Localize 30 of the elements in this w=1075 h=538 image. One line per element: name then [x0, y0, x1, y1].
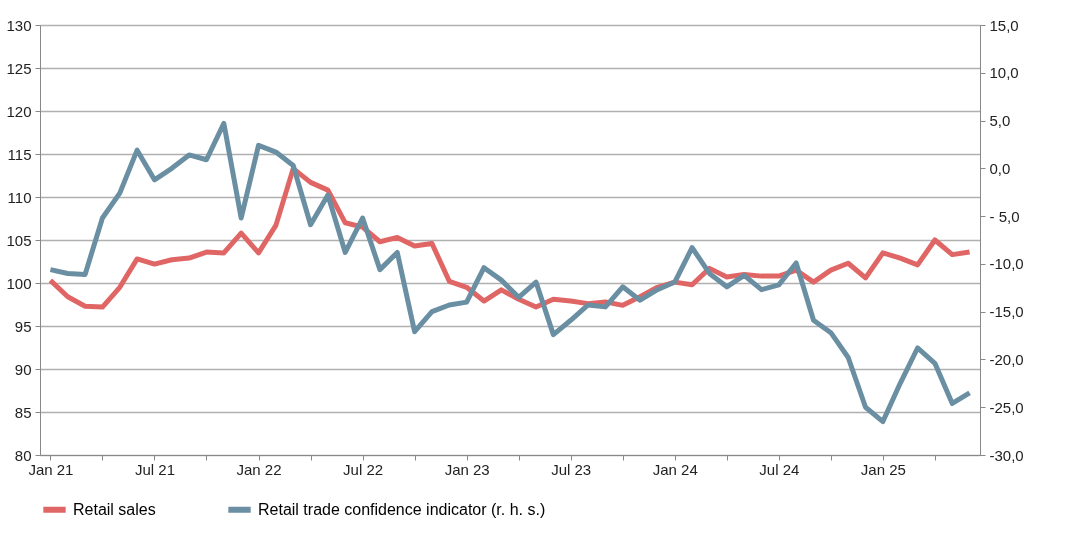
y-tick-label: 110 — [7, 188, 32, 206]
x-tick-label: Jan 24 — [652, 460, 698, 478]
x-tick-label: Jan 22 — [236, 460, 282, 478]
y2-tick-label: 0,0 — [989, 159, 1011, 177]
y-tick-label: 130 — [6, 16, 32, 34]
x-tick-label: Jan 25 — [860, 460, 906, 478]
x-tick-label: Jul 23 — [551, 460, 592, 478]
y-tick-label: 100 — [6, 274, 32, 292]
x-tick-label: Jan 23 — [444, 460, 490, 478]
x-tick-label: Jul 22 — [343, 460, 384, 478]
y-tick-label: 120 — [6, 102, 32, 120]
legend-label: Retail sales — [73, 500, 156, 518]
y-tick-label: 85 — [14, 403, 32, 421]
x-tick-label: Jul 21 — [134, 460, 175, 478]
y2-tick-label: 15,0 — [989, 16, 1019, 34]
y-tick-label: 105 — [6, 231, 32, 249]
y-tick-label: 125 — [6, 59, 32, 77]
y-tick-label: 95 — [14, 317, 32, 335]
y2-tick-label: -10,0 — [989, 255, 1024, 273]
legend-label: Retail trade confidence indicator (r. h. s.) — [258, 500, 546, 518]
y-tick-label: 115 — [7, 145, 32, 163]
y2-tick-label: -25,0 — [989, 398, 1024, 416]
y2-tick-label: 10,0 — [989, 64, 1019, 82]
y2-tick-label: - 5,0 — [989, 207, 1020, 225]
y2-tick-label: -30,0 — [989, 446, 1024, 464]
y2-tick-label: -20,0 — [989, 350, 1024, 368]
x-tick-label: Jul 24 — [759, 460, 800, 478]
y2-tick-label: 5,0 — [989, 112, 1011, 130]
y-tick-label: 90 — [14, 360, 32, 378]
y2-tick-label: -15,0 — [989, 303, 1024, 321]
